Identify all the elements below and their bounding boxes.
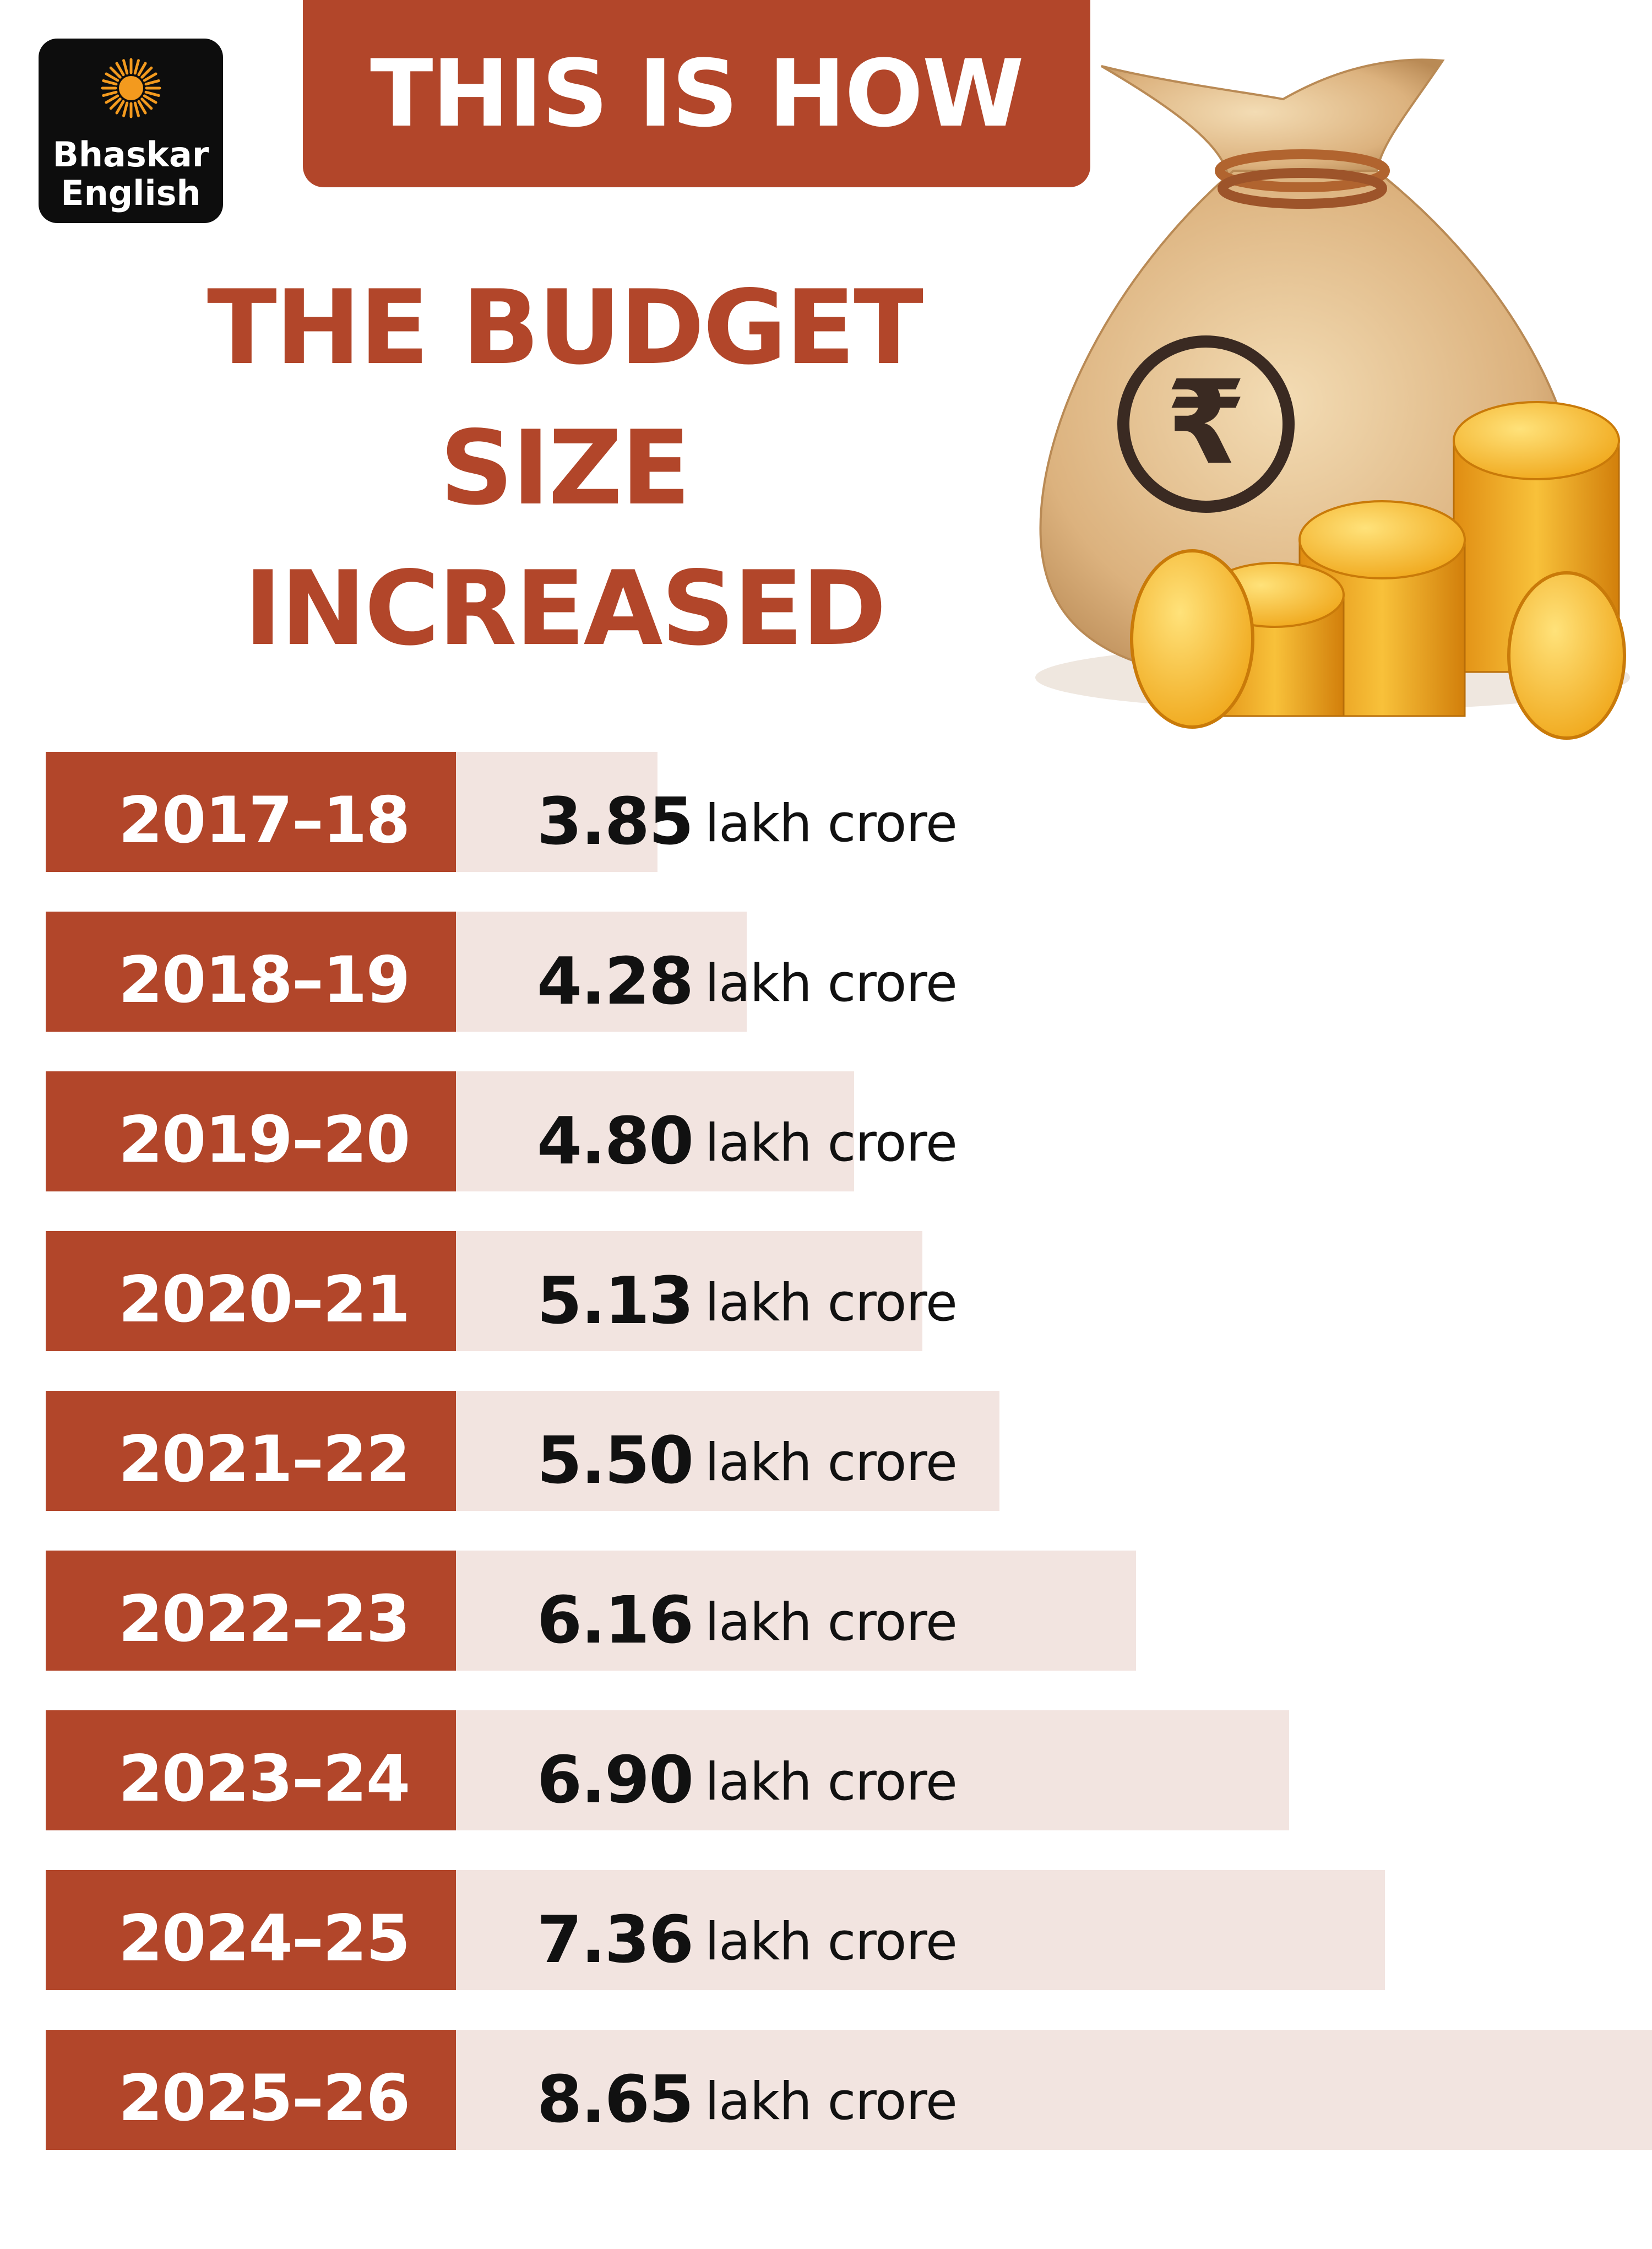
svg-text:₹: ₹ — [1166, 355, 1246, 490]
year-label: 2021–22 — [118, 1422, 410, 1497]
sun-ray — [140, 66, 153, 79]
sun-ray — [140, 97, 153, 110]
sun-ray — [143, 72, 157, 82]
year-box: 2017–18 — [46, 752, 456, 872]
sun-ray — [133, 101, 140, 117]
value-unit: lakh crore — [705, 1113, 958, 1173]
value-number: 6.16 — [537, 1582, 694, 1658]
value-bar — [456, 752, 657, 872]
value-bar — [456, 1391, 999, 1511]
year-label: 2018–19 — [118, 943, 410, 1017]
value-number: 5.50 — [537, 1422, 694, 1498]
year-box: 2019–20 — [46, 1071, 456, 1191]
sun-ray — [144, 90, 160, 97]
year-label: 2022–23 — [118, 1582, 410, 1656]
value-bar — [456, 1071, 855, 1191]
title-line-1: THE BUDGET — [206, 268, 923, 387]
value-unit: lakh crore — [705, 2072, 958, 2132]
header-text: THIS IS HOW — [370, 40, 1024, 148]
year-label: 2020–21 — [118, 1262, 410, 1337]
sun-ray — [102, 79, 118, 86]
sun-ray — [105, 94, 119, 104]
value-unit: lakh crore — [705, 794, 958, 854]
year-box: 2020–21 — [46, 1231, 456, 1351]
header-banner: THIS IS HOW — [303, 0, 1090, 187]
sun-ray — [137, 62, 147, 77]
year-label: 2017–18 — [118, 783, 410, 858]
value-bar — [456, 1710, 1290, 1830]
value-unit: lakh crore — [705, 1433, 958, 1493]
money-bag-icon: ₹ — [1035, 58, 1630, 740]
value-unit: lakh crore — [705, 953, 958, 1014]
sun-ray — [109, 97, 122, 110]
sun-ray — [122, 101, 129, 117]
sun-ray — [105, 72, 119, 82]
year-box: 2023–24 — [46, 1710, 456, 1830]
year-label: 2019–20 — [118, 1103, 410, 1177]
sun-ray — [122, 59, 129, 75]
sun-ray — [143, 94, 157, 104]
sun-ray — [109, 66, 122, 79]
sun-ray — [115, 62, 125, 77]
year-label: 2025–26 — [118, 2061, 410, 2136]
value-number: 6.90 — [537, 1742, 694, 1818]
sun-icon — [101, 58, 161, 118]
value-number: 5.13 — [537, 1262, 694, 1338]
value-number: 7.36 — [537, 1901, 694, 1977]
brand-name-line2: English — [61, 173, 201, 213]
value-unit: lakh crore — [705, 1273, 958, 1333]
year-box: 2018–19 — [46, 912, 456, 1032]
sun-ray — [137, 100, 147, 115]
value-unit: lakh crore — [705, 1592, 958, 1652]
value-number: 3.85 — [537, 783, 694, 859]
brand-name-line1: Bhaskar — [52, 134, 209, 175]
year-box: 2025–26 — [46, 2030, 456, 2150]
title-line-2: SIZE — [439, 408, 691, 528]
value-bar — [456, 1551, 1136, 1671]
sun-ray — [102, 90, 118, 97]
value-bar — [456, 1870, 1385, 1990]
sun-ray — [133, 59, 140, 75]
year-box: 2024–25 — [46, 1870, 456, 1990]
year-label: 2023–24 — [118, 1742, 410, 1816]
value-unit: lakh crore — [705, 1912, 958, 1972]
value-number: 4.28 — [537, 943, 694, 1019]
title-line-3: INCREASED — [243, 549, 887, 668]
value-bar — [456, 1231, 923, 1351]
value-bar — [456, 2030, 1652, 2150]
sun-ray — [144, 79, 160, 86]
sun-ray — [115, 100, 125, 115]
value-bar — [456, 912, 747, 1032]
year-label: 2024–25 — [118, 1901, 410, 1976]
year-box: 2021–22 — [46, 1391, 456, 1511]
brand-logo: Bhaskar English — [39, 39, 223, 223]
year-box: 2022–23 — [46, 1551, 456, 1671]
value-number: 8.65 — [537, 2061, 694, 2137]
value-number: 4.80 — [537, 1103, 694, 1179]
value-unit: lakh crore — [705, 1752, 958, 1812]
